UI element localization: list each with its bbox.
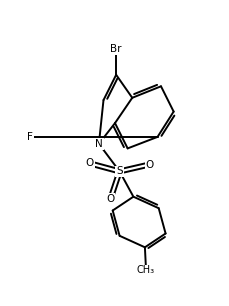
Text: O: O xyxy=(145,159,153,170)
Text: CH₃: CH₃ xyxy=(136,265,154,275)
Text: S: S xyxy=(116,166,122,176)
Text: O: O xyxy=(85,158,93,168)
Text: N: N xyxy=(95,139,102,149)
Text: Br: Br xyxy=(110,44,121,54)
Text: O: O xyxy=(106,194,114,204)
Text: F: F xyxy=(27,132,33,142)
